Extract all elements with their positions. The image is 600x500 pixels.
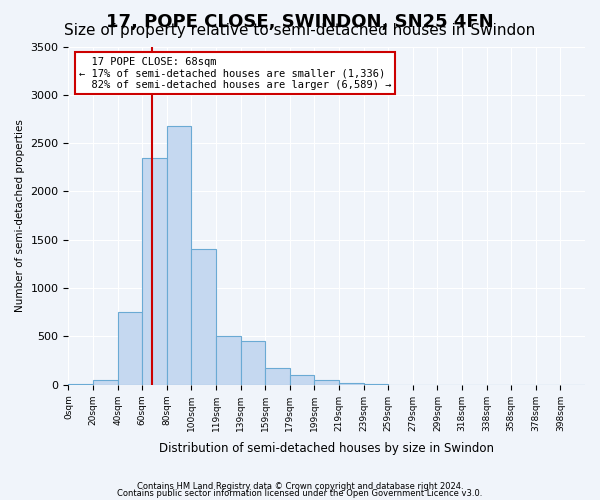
- Bar: [118, 312, 142, 385]
- X-axis label: Distribution of semi-detached houses by size in Swindon: Distribution of semi-detached houses by …: [159, 442, 494, 455]
- Y-axis label: Number of semi-detached properties: Number of semi-detached properties: [15, 119, 25, 312]
- Text: Size of property relative to semi-detached houses in Swindon: Size of property relative to semi-detach…: [64, 22, 536, 38]
- Bar: [314, 380, 339, 385]
- Text: Contains HM Land Registry data © Crown copyright and database right 2024.: Contains HM Land Registry data © Crown c…: [137, 482, 463, 491]
- Text: 17 POPE CLOSE: 68sqm
← 17% of semi-detached houses are smaller (1,336)
  82% of : 17 POPE CLOSE: 68sqm ← 17% of semi-detac…: [79, 56, 391, 90]
- Bar: [265, 368, 290, 385]
- Bar: [339, 384, 364, 385]
- Text: Contains public sector information licensed under the Open Government Licence v3: Contains public sector information licen…: [118, 488, 482, 498]
- Bar: [167, 126, 191, 385]
- Bar: [191, 250, 216, 385]
- Text: 17, POPE CLOSE, SWINDON, SN25 4FN: 17, POPE CLOSE, SWINDON, SN25 4FN: [106, 12, 494, 30]
- Bar: [241, 342, 265, 385]
- Bar: [290, 375, 314, 385]
- Bar: [93, 380, 118, 385]
- Bar: [68, 384, 93, 385]
- Bar: [142, 158, 167, 385]
- Bar: [216, 336, 241, 385]
